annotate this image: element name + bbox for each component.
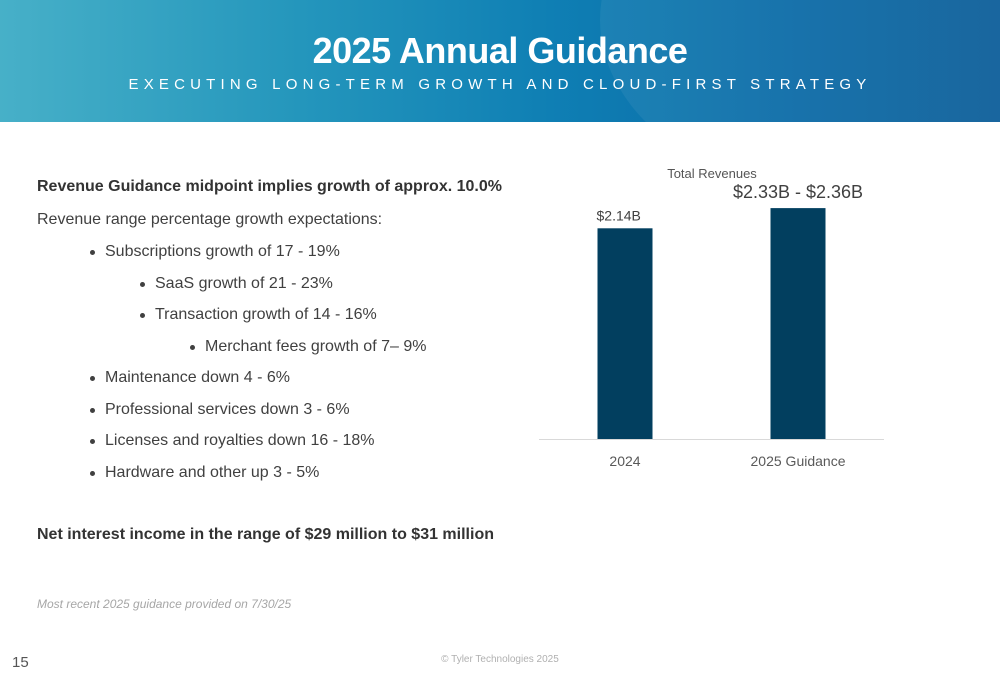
guidance-note: Most recent 2025 guidance provided on 7/… xyxy=(37,597,292,611)
bar-value-label: $2.33B - $2.36B xyxy=(733,182,863,202)
bullet-dot xyxy=(90,470,95,476)
copyright: © Tyler Technologies 2025 xyxy=(441,654,559,665)
bar-1 xyxy=(770,208,826,439)
bullet-dot xyxy=(140,313,145,318)
x-tick-label: 2025 Guidance xyxy=(751,453,846,469)
bullet-item: Professional services down 3 - 6% xyxy=(105,400,350,418)
bullet-item: Subscriptions growth of 17 - 19% xyxy=(105,243,340,260)
bullet-item: Hardware and other up 3 - 5% xyxy=(105,463,320,481)
bullet-item: Maintenance down 4 - 6% xyxy=(105,369,290,386)
guidance-headline: Revenue Guidance midpoint implies growth… xyxy=(37,178,502,195)
page-title: 2025 Annual Guidance xyxy=(312,30,688,71)
bullet-item: Transaction growth of 14 - 16% xyxy=(155,306,377,323)
bullet-item: Licenses and royalties down 16 - 18% xyxy=(105,432,375,449)
x-tick-label: 2024 xyxy=(609,453,640,469)
bullet-dot xyxy=(90,439,95,444)
bullet-item: Merchant fees growth of 7– 9% xyxy=(205,337,427,355)
bar-0 xyxy=(597,228,653,439)
bullet-item: SaaS growth of 21 - 23% xyxy=(155,274,333,292)
bullet-dot xyxy=(140,281,145,287)
page-subtitle: EXECUTING LONG-TERM GROWTH AND CLOUD-FIR… xyxy=(128,76,872,93)
header-banner: 2025 Annual Guidance EXECUTING LONG-TERM… xyxy=(0,0,1000,122)
bullet-dot xyxy=(90,250,95,255)
banner-sheen xyxy=(600,0,1000,122)
page-number: 15 xyxy=(12,654,29,671)
growth-intro: Revenue range percentage growth expectat… xyxy=(37,211,383,228)
bullet-dot xyxy=(90,376,95,381)
bar-value-label: $2.14B xyxy=(597,207,641,223)
net-interest-income: Net interest income in the range of $29 … xyxy=(37,526,494,543)
bullet-dot xyxy=(90,407,95,413)
chart-title: Total Revenues xyxy=(667,166,757,181)
bullet-dot xyxy=(190,344,195,350)
